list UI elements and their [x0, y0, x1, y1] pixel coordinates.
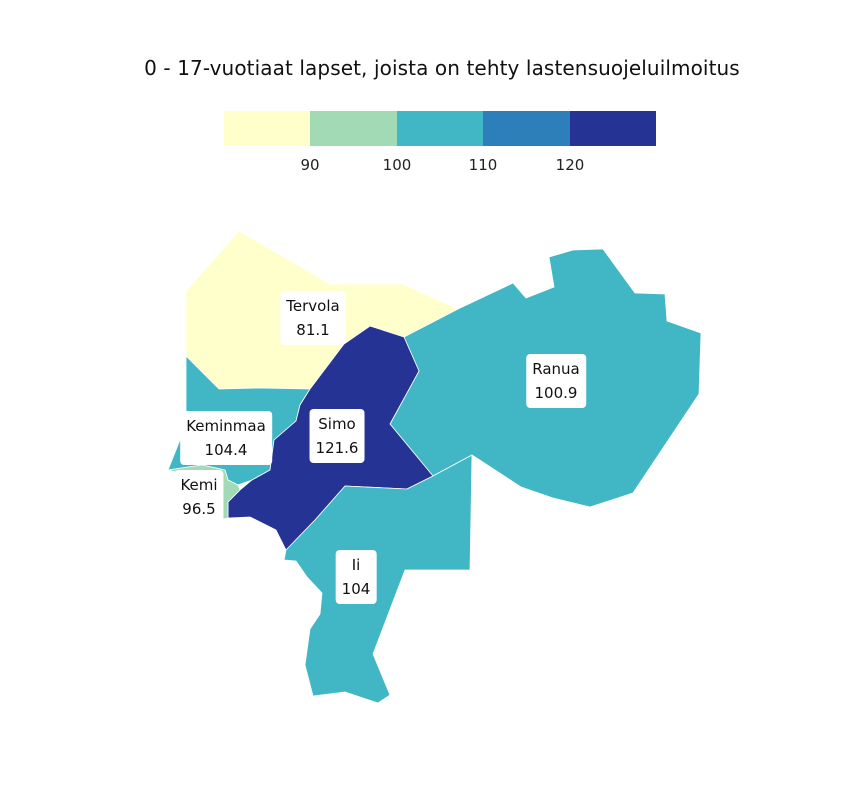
label-tervola-value: 81.1 [296, 321, 330, 339]
label-ii-value: 104 [341, 580, 371, 598]
legend-tick-90: 90 [300, 156, 320, 174]
label-ranua: Ranua 100.9 [526, 354, 586, 408]
label-simo-name: Simo [318, 415, 356, 433]
label-kemi-value: 96.5 [182, 500, 216, 518]
legend-swatch-3 [397, 111, 483, 146]
map-title: 0 - 17-vuotiaat lapset, joista on tehty … [144, 56, 740, 80]
label-kemi: Kemi 96.5 [174, 470, 224, 524]
label-tervola: Tervola 81.1 [280, 291, 346, 345]
label-tervola-name: Tervola [286, 297, 340, 315]
label-ii-name: Ii [351, 556, 361, 574]
label-keminmaa: Keminmaa 104.4 [180, 411, 272, 465]
legend-tick-100: 100 [382, 156, 412, 174]
label-keminmaa-name: Keminmaa [186, 417, 266, 435]
region-ii[interactable] [283, 454, 473, 704]
label-kemi-name: Kemi [180, 476, 218, 494]
label-ii: Ii 104 [335, 550, 377, 604]
color-legend [224, 111, 656, 146]
label-simo-value: 121.6 [315, 439, 359, 457]
legend-tick-110: 110 [468, 156, 498, 174]
label-ranua-value: 100.9 [534, 384, 578, 402]
legend-swatch-4 [483, 111, 570, 146]
legend-swatch-2 [310, 111, 397, 146]
label-simo: Simo 121.6 [309, 409, 365, 463]
label-keminmaa-value: 104.4 [204, 441, 248, 459]
legend-swatch-1 [224, 111, 310, 146]
legend-tick-120: 120 [555, 156, 585, 174]
legend-swatch-5 [570, 111, 656, 146]
label-ranua-name: Ranua [532, 360, 580, 378]
